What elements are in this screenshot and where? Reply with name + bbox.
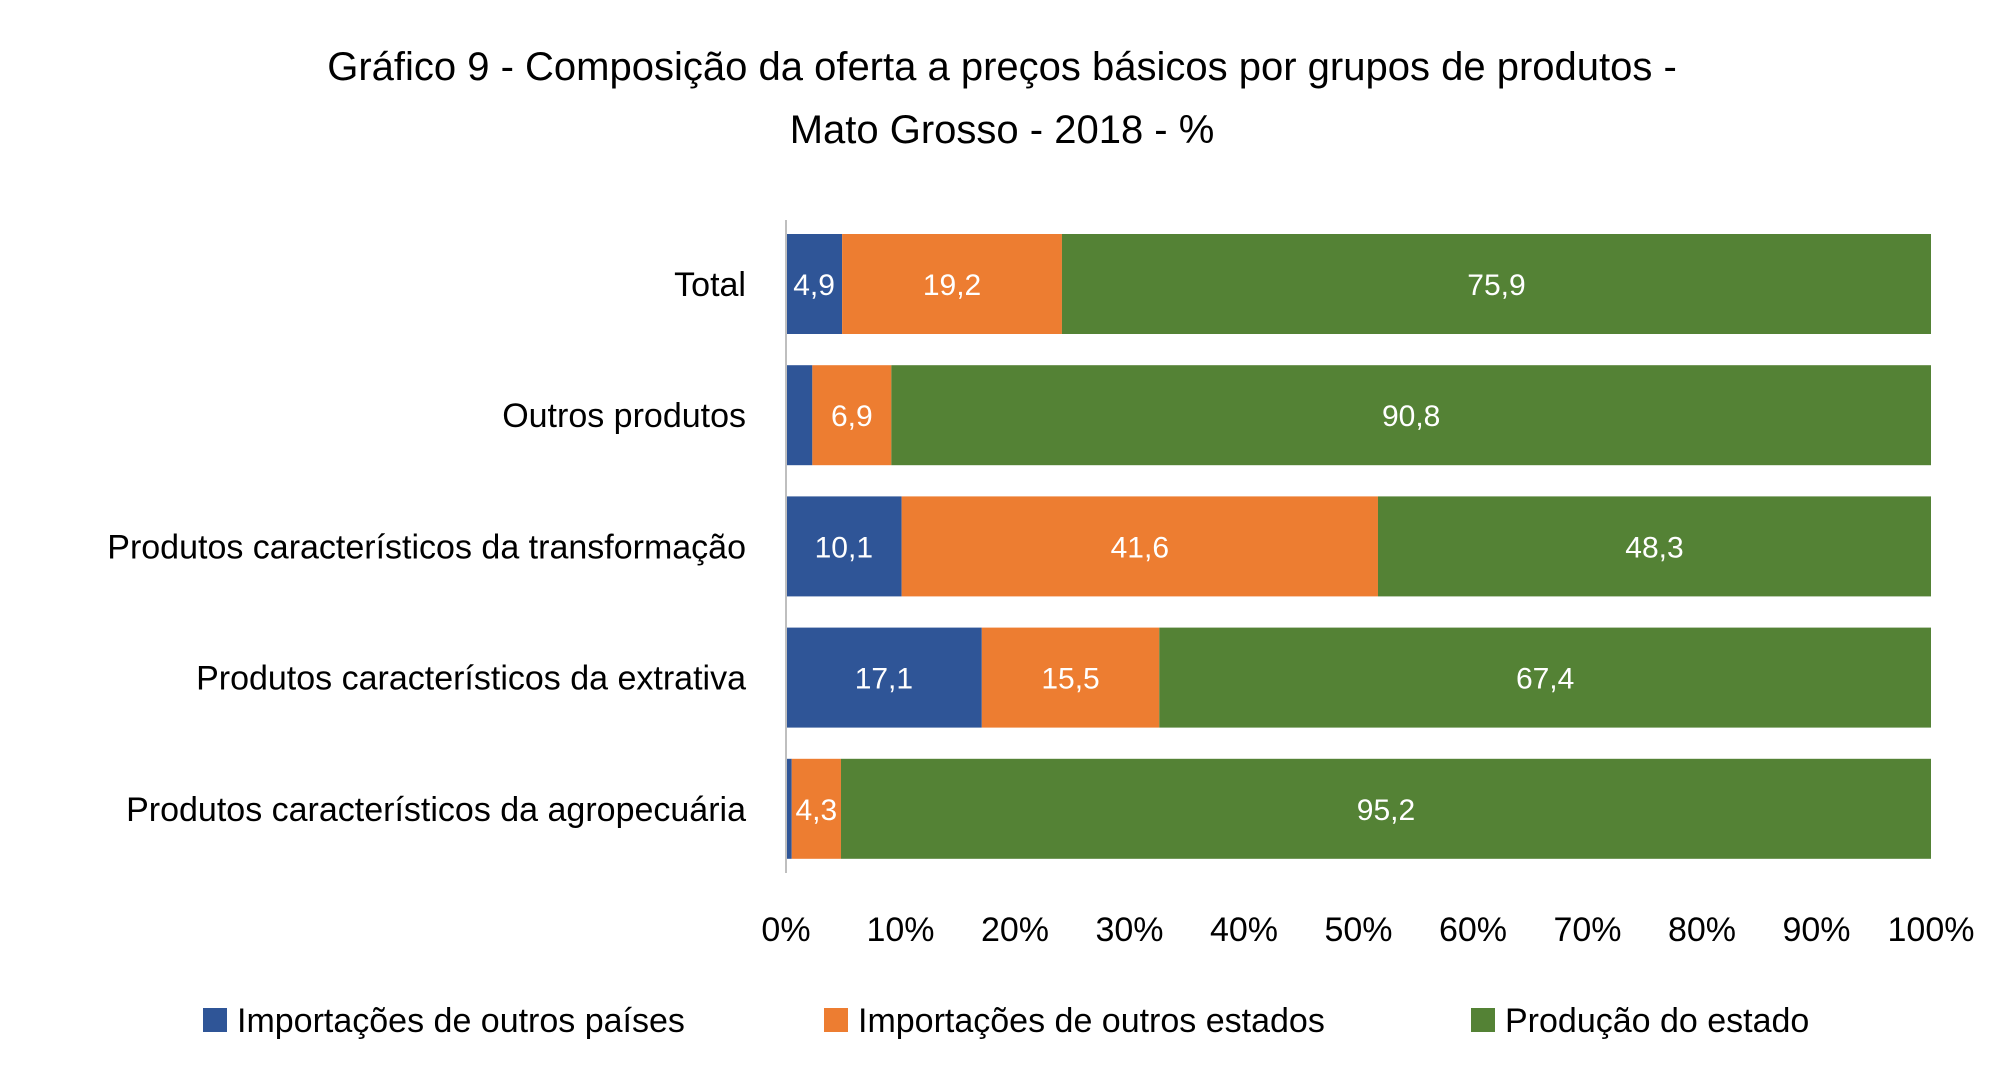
data-label: 41,6 xyxy=(1111,531,1169,564)
x-tick-label: 80% xyxy=(1668,911,1736,949)
data-label: 10,1 xyxy=(815,531,873,564)
x-tick-label: 30% xyxy=(1095,911,1163,949)
x-tick-label: 50% xyxy=(1324,911,1392,949)
data-label: 19,2 xyxy=(923,269,981,302)
bar-segment xyxy=(791,758,841,859)
bar-segment xyxy=(842,234,1062,334)
chart-title: Gráfico 9 - Composição da oferta a preço… xyxy=(327,45,1677,89)
x-tick-label: 20% xyxy=(981,911,1049,949)
legend: Importações de outros países Importações … xyxy=(203,1002,1809,1040)
bar-segment xyxy=(786,365,813,466)
bar-segment xyxy=(1159,627,1931,728)
bar-segment xyxy=(786,758,792,859)
data-label: 4,3 xyxy=(795,794,837,827)
data-label: 75,9 xyxy=(1467,269,1525,302)
x-tick-label: 10% xyxy=(866,911,934,949)
x-tick-labels: 0% 10% 20% 30% 40% 50% 60% 70% 80% 90% 100% xyxy=(761,911,1974,949)
chart-subtitle: Mato Grosso - 2018 - % xyxy=(790,108,1215,152)
category-label: Produtos característicos da transformaçã… xyxy=(107,528,746,566)
category-label: Produtos característicos da extrativa xyxy=(196,660,746,698)
data-label: 15,5 xyxy=(1041,663,1099,696)
x-tick-label: 60% xyxy=(1439,911,1507,949)
x-tick-label: 40% xyxy=(1210,911,1278,949)
bars-group: 4,9 19,2 75,9 6,9 90,8 10,1 41,6 48,3 17,1 15,5 67… xyxy=(786,234,1932,859)
data-label: 4,9 xyxy=(793,269,835,302)
x-tick-label: 100% xyxy=(1888,911,1975,949)
bar-segment xyxy=(1061,234,1931,334)
category-label: Total xyxy=(674,266,746,304)
bar-segment xyxy=(981,627,1160,728)
data-label: 95,2 xyxy=(1357,794,1415,827)
bar-segment xyxy=(786,627,982,728)
category-label: Outros produtos xyxy=(502,397,746,435)
category-labels: Total Outros produtos Produtos característ… xyxy=(107,266,746,829)
data-label: 90,8 xyxy=(1382,400,1440,433)
bar-segment xyxy=(891,365,1931,466)
legend-label: Produção do estado xyxy=(1505,1002,1809,1040)
legend-swatch xyxy=(203,1008,227,1032)
x-tick-label: 90% xyxy=(1782,911,1850,949)
bar-segment xyxy=(812,365,892,466)
bar-segment xyxy=(840,758,1932,859)
x-tick-label: 70% xyxy=(1553,911,1621,949)
x-tick-label: 0% xyxy=(761,911,810,949)
legend-swatch xyxy=(1471,1008,1495,1032)
legend-swatch xyxy=(824,1008,848,1032)
data-label: 48,3 xyxy=(1625,531,1683,564)
bar-segment xyxy=(1377,496,1931,597)
legend-item: Produção do estado xyxy=(1471,1002,1809,1040)
legend-item: Importações de outros estados xyxy=(824,1002,1325,1040)
bar-segment xyxy=(786,234,843,334)
bar-segment xyxy=(786,496,902,597)
category-label: Produtos característicos da agropecuária xyxy=(126,791,746,829)
legend-item: Importações de outros países xyxy=(203,1002,685,1040)
legend-label: Importações de outros países xyxy=(237,1002,685,1040)
data-label: 6,9 xyxy=(831,400,873,433)
data-label: 67,4 xyxy=(1516,663,1574,696)
legend-label: Importações de outros estados xyxy=(858,1002,1325,1040)
bar-segment xyxy=(901,496,1378,597)
data-label: 17,1 xyxy=(855,663,913,696)
